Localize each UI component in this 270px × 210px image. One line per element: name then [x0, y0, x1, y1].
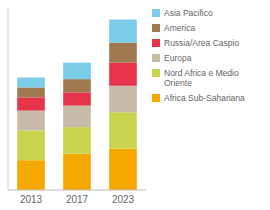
bar-segment — [109, 149, 137, 190]
legend: Asia Pacifico America Russia/Area Caspio Eu… — [152, 8, 245, 103]
bar-segment — [17, 160, 45, 190]
bar-segment — [17, 77, 45, 87]
x-tick-label: 2013 — [20, 194, 43, 205]
legend-swatch — [152, 39, 160, 47]
bars — [17, 20, 137, 190]
legend-label: Nord Africa e MedioOriente — [164, 68, 239, 88]
bar-segment — [17, 97, 45, 110]
bar-segment — [17, 130, 45, 160]
legend-swatch — [152, 24, 160, 32]
bar-segment — [109, 20, 137, 43]
legend-label: Europa — [164, 53, 192, 63]
bar-segment — [63, 63, 91, 80]
bar-segment — [109, 43, 137, 63]
x-tick-label: 2023 — [112, 194, 135, 205]
bar-segment — [63, 92, 91, 105]
bar-segment — [63, 127, 91, 153]
legend-swatch — [152, 69, 160, 77]
x-tick-label: 2017 — [66, 194, 89, 205]
legend-swatch — [152, 9, 160, 17]
chart-container: 2013 2017 2023 Asia Pacifico America Russia/A… — [0, 0, 270, 210]
legend-label: Russia/Area Caspio — [164, 38, 239, 48]
bar-segment — [109, 86, 137, 112]
legend-label: Africa Sub-Sahariana — [164, 93, 245, 103]
legend-label: Asia Pacifico — [164, 8, 213, 18]
chart-svg: 2013 2017 2023 Asia Pacifico America Russia/A… — [0, 0, 270, 210]
bar-segment — [63, 79, 91, 92]
legend-label: America — [164, 23, 195, 33]
legend-swatch — [152, 54, 160, 62]
y-axis-line — [8, 8, 9, 190]
bar-segment — [63, 154, 91, 190]
x-axis-line — [8, 190, 146, 191]
bar-segment — [17, 111, 45, 131]
bar-segment — [63, 106, 91, 128]
bar-segment — [109, 63, 137, 86]
bar-segment — [17, 87, 45, 97]
legend-swatch — [152, 94, 160, 102]
bar-segment — [109, 112, 137, 148]
